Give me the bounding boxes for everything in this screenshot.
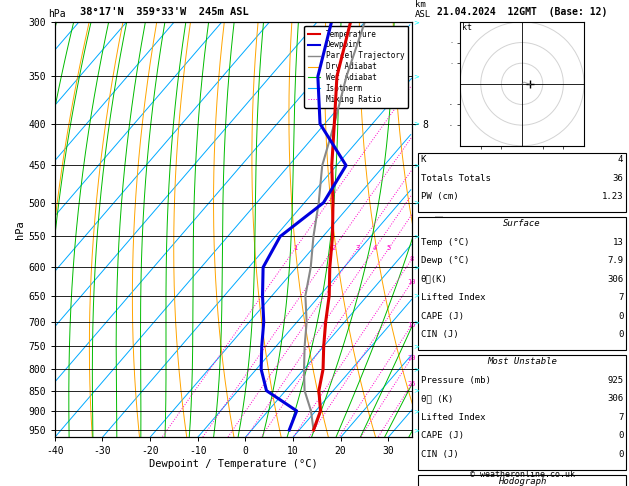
Text: LCL: LCL [419, 410, 434, 419]
Text: CIN (J): CIN (J) [421, 450, 459, 459]
Text: Totals Totals: Totals Totals [421, 174, 491, 183]
Text: >: > [413, 233, 419, 240]
X-axis label: Dewpoint / Temperature (°C): Dewpoint / Temperature (°C) [149, 459, 318, 469]
Text: 0: 0 [618, 431, 623, 440]
Text: >: > [413, 121, 419, 127]
Text: θᴄ(K): θᴄ(K) [421, 275, 448, 284]
Text: >: > [413, 427, 419, 433]
Text: >: > [413, 388, 419, 394]
Text: Pressure (mb): Pressure (mb) [421, 376, 491, 385]
Text: >: > [413, 162, 419, 169]
Text: 0: 0 [618, 312, 623, 321]
Text: 3: 3 [355, 245, 360, 251]
Text: >: > [413, 319, 419, 325]
Text: Lifted Index: Lifted Index [421, 413, 486, 422]
Text: 15: 15 [408, 322, 416, 328]
Text: Dewp (°C): Dewp (°C) [421, 256, 469, 265]
Text: 36: 36 [613, 174, 623, 183]
Legend: Temperature, Dewpoint, Parcel Trajectory, Dry Adiabat, Wet Adiabat, Isotherm, Mi: Temperature, Dewpoint, Parcel Trajectory… [304, 26, 408, 108]
Text: PW (cm): PW (cm) [421, 192, 459, 201]
Text: © weatheronline.co.uk: © weatheronline.co.uk [470, 469, 574, 479]
Text: 7.9: 7.9 [607, 256, 623, 265]
Text: >: > [413, 366, 419, 372]
Text: 925: 925 [607, 376, 623, 385]
Text: hPa: hPa [48, 9, 66, 19]
Text: >: > [413, 73, 419, 79]
Text: kt: kt [462, 23, 472, 32]
Text: >: > [413, 343, 419, 349]
Text: 21.04.2024  12GMT  (Base: 12): 21.04.2024 12GMT (Base: 12) [437, 7, 607, 17]
Text: 10: 10 [408, 278, 416, 285]
Text: 1.23: 1.23 [602, 192, 623, 201]
Text: 8: 8 [409, 257, 414, 262]
Text: 1: 1 [293, 245, 298, 251]
Text: CAPE (J): CAPE (J) [421, 431, 464, 440]
Text: θᴄ (K): θᴄ (K) [421, 394, 453, 403]
Text: km
ASL: km ASL [415, 0, 431, 19]
Text: 38°17'N  359°33'W  245m ASL: 38°17'N 359°33'W 245m ASL [80, 7, 248, 17]
Text: CIN (J): CIN (J) [421, 330, 459, 339]
Text: Most Unstable: Most Unstable [487, 357, 557, 366]
Text: 7: 7 [618, 293, 623, 302]
Text: 306: 306 [607, 394, 623, 403]
Text: K: K [421, 155, 426, 164]
Text: 4: 4 [373, 245, 377, 251]
Text: >: > [413, 408, 419, 414]
Text: 306: 306 [607, 275, 623, 284]
Text: 7: 7 [618, 413, 623, 422]
Text: 4: 4 [618, 155, 623, 164]
Text: CAPE (J): CAPE (J) [421, 312, 464, 321]
Text: 0: 0 [618, 330, 623, 339]
Text: 0: 0 [618, 450, 623, 459]
Text: 20: 20 [407, 355, 416, 361]
Text: Hodograph: Hodograph [498, 477, 546, 486]
Text: 13: 13 [613, 238, 623, 247]
Text: Temp (°C): Temp (°C) [421, 238, 469, 247]
Y-axis label: hPa: hPa [15, 220, 25, 239]
Text: >: > [413, 264, 419, 270]
Text: >: > [413, 200, 419, 206]
Text: >: > [413, 293, 419, 299]
Y-axis label: Mixing Ratio (g/kg): Mixing Ratio (g/kg) [432, 174, 442, 285]
Text: >: > [413, 19, 419, 25]
Text: Surface: Surface [503, 219, 541, 228]
Text: Lifted Index: Lifted Index [421, 293, 486, 302]
Text: 25: 25 [408, 381, 416, 387]
Text: 5: 5 [387, 245, 391, 251]
Text: 2: 2 [331, 245, 336, 251]
